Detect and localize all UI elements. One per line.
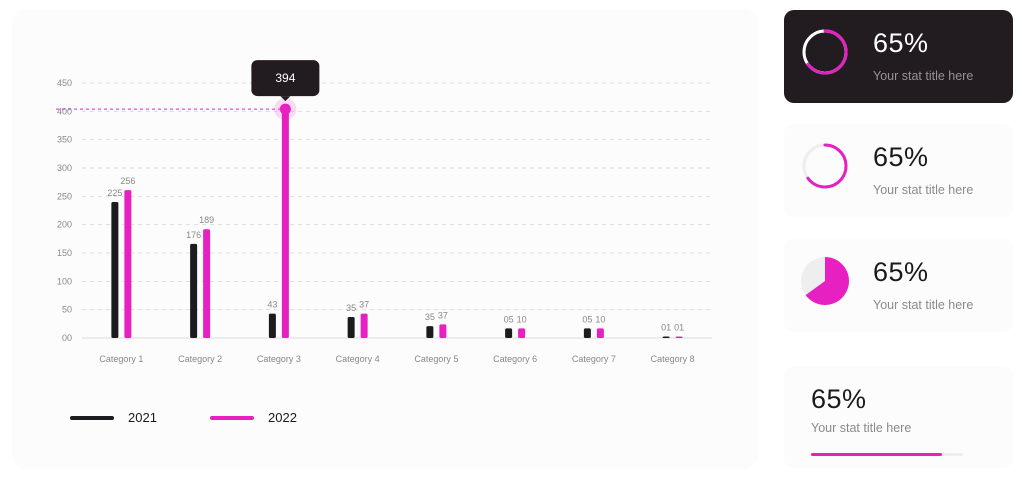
bar-2022-3 xyxy=(281,109,289,338)
x-tick-label: Category 7 xyxy=(572,354,616,364)
stat-title: Your stat title here xyxy=(873,69,974,83)
data-label: 01 xyxy=(674,323,684,333)
legend-swatch-2022 xyxy=(210,415,254,420)
data-label: 43 xyxy=(267,300,277,310)
data-label: 37 xyxy=(438,310,448,320)
y-tick-label: 250 xyxy=(57,191,72,201)
data-label: 225 xyxy=(107,188,122,198)
x-tick-label: Category 3 xyxy=(257,354,301,364)
y-tick-label: 350 xyxy=(57,135,72,145)
bar-2022-5 xyxy=(439,324,447,338)
legend-label-2022: 2022 xyxy=(268,410,297,425)
progress-fill xyxy=(811,453,942,456)
tooltip-pointer xyxy=(280,96,291,102)
data-label: 176 xyxy=(186,230,201,240)
pie-chart-icon xyxy=(801,257,849,305)
stat-card-2: 65% Your stat title here xyxy=(784,124,1013,217)
y-tick-label: 00 xyxy=(62,333,72,343)
bar-2021-6 xyxy=(505,328,513,338)
tooltip-text: 394 xyxy=(275,71,295,85)
bar-2021-1 xyxy=(111,202,119,338)
data-label: 10 xyxy=(595,314,605,324)
stat-title: Your stat title here xyxy=(873,183,974,197)
progress-track xyxy=(811,453,963,456)
bar-2022-6 xyxy=(518,328,526,338)
bar-2021-8 xyxy=(662,336,670,338)
legend-swatch-2021 xyxy=(70,415,114,420)
data-label: 05 xyxy=(582,314,592,324)
y-tick-label: 150 xyxy=(57,248,72,258)
y-tick-label: 400 xyxy=(57,106,72,116)
y-tick-label: 200 xyxy=(57,220,72,230)
x-tick-label: Category 6 xyxy=(493,354,537,364)
stat-value: 65% xyxy=(873,28,929,58)
highlight-point xyxy=(279,103,291,115)
chart-legend: 2021 2022 xyxy=(70,410,350,425)
x-tick-label: Category 5 xyxy=(414,354,458,364)
bar-2022-2 xyxy=(203,229,211,338)
stat-value: 65% xyxy=(873,257,929,287)
data-label: 256 xyxy=(120,176,135,186)
stat-card-4: 65% Your stat title here xyxy=(784,366,1013,468)
progress-ring-icon xyxy=(802,29,848,75)
legend-label-2021: 2021 xyxy=(128,410,157,425)
data-label: 05 xyxy=(504,314,514,324)
y-tick-label: 100 xyxy=(57,276,72,286)
bar-2022-8 xyxy=(675,336,683,338)
bar-2022-7 xyxy=(596,328,604,338)
stat-value: 65% xyxy=(811,384,867,414)
x-tick-label: Category 2 xyxy=(178,354,222,364)
y-tick-label: 450 xyxy=(57,78,72,88)
data-label: 01 xyxy=(661,323,671,333)
stat-card-3: 65% Your stat title here xyxy=(784,239,1013,332)
y-tick-label: 300 xyxy=(57,163,72,173)
bar-chart: 450 400 350 300 250 200 150 100 50 00 225 256 Catego… xyxy=(56,60,712,364)
chart-card: 450 400 350 300 250 200 150 100 50 00 225 256 Catego… xyxy=(12,9,758,469)
data-label: 37 xyxy=(359,300,369,310)
bar-2021-5 xyxy=(426,326,434,338)
x-tick-label: Category 1 xyxy=(99,354,143,364)
data-label: 35 xyxy=(425,312,435,322)
stat-card-1: 65% Your stat title here xyxy=(784,10,1013,103)
bar-2022-4 xyxy=(360,313,368,338)
bar-2021-7 xyxy=(583,328,591,338)
stat-value: 65% xyxy=(873,142,929,172)
data-label: 35 xyxy=(346,303,356,313)
x-tick-label: Category 4 xyxy=(336,354,380,364)
tooltip xyxy=(251,60,320,97)
bar-2021-4 xyxy=(347,317,355,338)
data-label: 189 xyxy=(199,215,214,225)
stat-title: Your stat title here xyxy=(811,421,912,435)
progress-ring-icon xyxy=(802,143,848,189)
bar-2021-3 xyxy=(268,313,276,338)
legend-item-2022: 2022 xyxy=(210,410,350,425)
bar-2022-1 xyxy=(124,190,132,338)
bar-2021-2 xyxy=(190,243,198,338)
data-label: 10 xyxy=(517,314,527,324)
stat-title: Your stat title here xyxy=(873,298,974,312)
x-tick-label: Category 8 xyxy=(651,354,695,364)
y-tick-label: 50 xyxy=(62,305,72,315)
legend-item-2021: 2021 xyxy=(70,410,210,425)
